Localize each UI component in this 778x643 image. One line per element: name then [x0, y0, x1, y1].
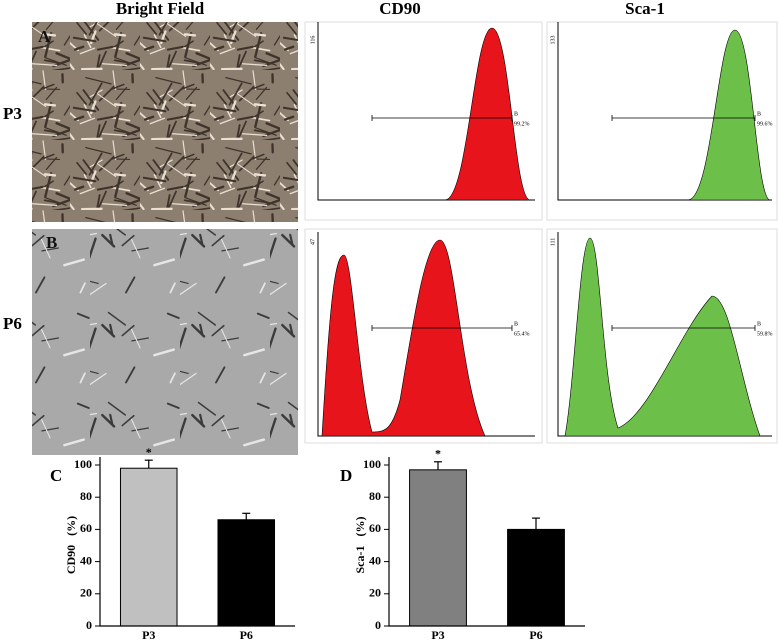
x-tick-label: P6 — [529, 628, 542, 642]
histogram-peak — [321, 239, 486, 437]
y-tick-label: 20 — [369, 586, 381, 600]
x-tick-label: P3 — [142, 628, 155, 642]
histogram-y-max: 111 — [550, 238, 556, 247]
column-header: Bright Field — [116, 0, 205, 18]
gate-percent: 99.2% — [514, 121, 530, 127]
histogram-y-max: 116 — [310, 36, 316, 45]
y-tick-label: 0 — [86, 618, 92, 632]
panel-label: A — [38, 27, 51, 46]
row-label: P3 — [3, 104, 22, 123]
histogram-peak — [687, 29, 771, 201]
gate-label: B — [514, 321, 518, 327]
gate-label: B — [514, 111, 518, 117]
x-tick-label: P6 — [240, 628, 253, 642]
histogram-y-max: 133 — [550, 36, 556, 45]
row-label: P6 — [3, 314, 22, 333]
y-tick-label: 60 — [369, 521, 381, 535]
column-header: Sca-1 — [625, 0, 665, 18]
axes — [99, 457, 295, 627]
micrograph-texture — [32, 22, 298, 222]
gate-percent: 59.8% — [757, 331, 773, 337]
x-tick-label: P3 — [431, 628, 444, 642]
y-tick-label: 80 — [80, 489, 92, 503]
panel-label: D — [340, 466, 352, 485]
y-tick-label: 0 — [375, 618, 381, 632]
gate-label: B — [757, 111, 761, 117]
histogram-panels — [304, 21, 778, 444]
axes — [388, 457, 585, 627]
y-axis-label: Sca-1 (%) — [353, 517, 367, 574]
y-tick-label: 100 — [363, 457, 381, 471]
histogram-peak — [444, 27, 531, 201]
panel-label: B — [46, 233, 57, 252]
histogram-y-max: 47 — [310, 239, 316, 245]
y-tick-label: 60 — [80, 521, 92, 535]
y-tick-label: 40 — [369, 553, 381, 567]
gate-percent: 99.6% — [757, 121, 773, 127]
gate-percent: 65.4% — [514, 331, 530, 337]
y-tick-label: 80 — [369, 489, 381, 503]
micrograph-texture — [32, 229, 298, 455]
histogram-peak — [564, 237, 761, 437]
gate-label: B — [757, 321, 761, 327]
y-tick-label: 40 — [80, 553, 92, 567]
bar — [119, 467, 178, 627]
bar — [507, 528, 565, 627]
y-axis-label: CD90 (%) — [64, 516, 78, 574]
significance-label: * — [146, 445, 152, 459]
panel-label: C — [50, 466, 62, 485]
bar — [409, 469, 467, 627]
bar — [217, 519, 276, 627]
column-header: CD90 — [379, 0, 421, 18]
y-tick-label: 20 — [80, 586, 92, 600]
significance-label: * — [435, 447, 441, 461]
y-tick-label: 100 — [74, 457, 92, 471]
